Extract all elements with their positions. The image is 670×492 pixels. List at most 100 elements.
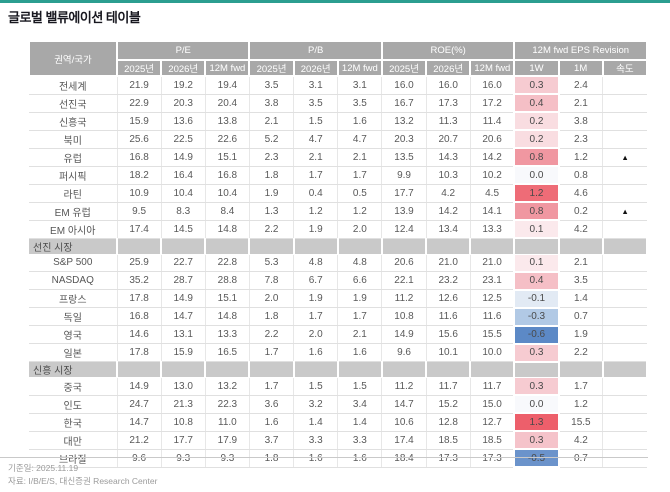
pe-12m-cell: 11.0 [205, 413, 250, 432]
region-cell: S&P 500 [29, 254, 118, 272]
roe-12m-cell: 11.6 [470, 307, 515, 326]
roe-2026-cell: 13.4 [426, 220, 471, 239]
table-row: NASDAQ 35.2 28.7 28.8 7.8 6.7 6.6 22.1 23.2 23.1 0… [29, 271, 647, 291]
roe-2026-cell: 4.2 [426, 184, 471, 203]
pb-2026-cell: 2.0 [293, 325, 339, 344]
pe-2026-cell: 16.4 [161, 166, 206, 185]
eps-1w-cell: 0.4 [513, 94, 560, 113]
roe-2026-cell: 17.3 [426, 94, 471, 113]
section-cell [470, 237, 516, 255]
section-cell [470, 361, 516, 378]
eps-1m-cell: 1.9 [558, 325, 604, 344]
page-title: 글로벌 밸류에이션 테이블 [8, 10, 141, 25]
roe-12m-cell: 23.1 [470, 271, 515, 290]
eps-1w-cell: 0.8 [513, 202, 560, 221]
pe-2026-cell: 14.9 [161, 289, 206, 308]
pe-12m-cell: 13.3 [205, 325, 250, 344]
group-header-pe: P/E [115, 40, 251, 61]
pe-2025-cell: 16.8 [117, 307, 162, 326]
pe-2025-cell: 9.5 [117, 202, 162, 221]
pb-2026-cell: 1.4 [293, 413, 339, 432]
pb-12m-cell: 1.5 [337, 377, 383, 396]
pb-2026-cell: 1.9 [293, 289, 339, 308]
eps-1m-cell: 2.4 [558, 76, 604, 95]
col-header-pb-2026: 2026년 [292, 59, 339, 77]
pe-2026-cell: 13.6 [161, 112, 206, 131]
pe-12m-cell: 14.8 [205, 220, 250, 239]
speed-cell [602, 343, 647, 362]
pe-2026-cell: 17.7 [161, 431, 206, 450]
eps-1w-cell: 0.8 [513, 148, 560, 167]
table-row: 선진국 22.9 20.3 20.4 3.8 3.5 3.5 16.7 17.3 17.2 0.4 2… [29, 94, 647, 113]
roe-2025-cell: 12.4 [381, 220, 427, 239]
eps-1w-cell: 0.1 [513, 254, 560, 273]
eps-1m-cell: 2.1 [558, 94, 604, 113]
pb-2025-cell: 2.2 [249, 220, 295, 239]
region-cell: 브라질 [29, 449, 118, 468]
col-header-1w: 1W [513, 59, 560, 77]
pe-2026-cell: 10.4 [161, 184, 206, 203]
section-cell [205, 237, 251, 255]
valuation-table-wrap: 권역/국가 P/E P/B ROE(%) 12M fwd EPS Revisio… [28, 40, 649, 468]
roe-12m-cell: 4.5 [470, 184, 515, 203]
pe-2025-cell: 24.7 [117, 395, 162, 414]
roe-2025-cell: 10.8 [381, 307, 427, 326]
pe-2025-cell: 18.2 [117, 166, 162, 185]
roe-12m-cell: 11.7 [470, 377, 515, 396]
pb-12m-cell: 3.4 [337, 395, 383, 414]
roe-12m-cell: 14.1 [470, 202, 515, 221]
region-cell: 북미 [29, 130, 118, 149]
pe-12m-cell: 15.1 [205, 148, 250, 167]
section-cell [249, 361, 295, 378]
eps-1w-cell: 0.4 [513, 271, 560, 291]
roe-2025-cell: 13.2 [381, 112, 427, 131]
footer-divider [0, 457, 648, 458]
pe-2025-cell: 9.6 [117, 449, 162, 468]
pe-2025-cell: 15.9 [117, 112, 162, 131]
roe-12m-cell: 18.5 [470, 431, 515, 450]
roe-2025-cell: 10.6 [381, 413, 427, 432]
eps-1m-cell: 0.8 [558, 166, 604, 185]
table-row: 유럽 16.8 14.9 15.1 2.3 2.1 2.1 13.5 14.3 14.2 0.8 1.… [29, 148, 647, 167]
pb-2025-cell: 2.1 [249, 112, 295, 131]
pb-2025-cell: 3.7 [249, 431, 295, 450]
eps-1w-cell: 0.0 [513, 395, 560, 414]
eps-1m-cell: 1.2 [558, 395, 604, 414]
eps-1w-cell: 0.0 [513, 166, 560, 185]
section-cell [381, 361, 428, 378]
pb-2025-cell: 3.8 [249, 94, 295, 113]
pb-2026-cell: 3.5 [293, 94, 339, 113]
pe-2025-cell: 25.6 [117, 130, 162, 149]
region-cell: 신흥국 [29, 112, 118, 131]
col-header-pe-12m: 12M fwd [204, 59, 251, 77]
roe-12m-cell: 13.3 [470, 220, 515, 239]
col-header-roe-12m: 12M fwd [469, 59, 516, 77]
roe-12m-cell: 14.2 [470, 148, 515, 167]
region-cell: 전세계 [29, 76, 118, 95]
table-row: EM 유럽 9.5 8.3 8.4 1.3 1.2 1.2 13.9 14.2 14.1 0.8 0.… [29, 202, 647, 221]
eps-1w-cell: -0.3 [513, 307, 560, 327]
pb-2025-cell: 5.3 [249, 254, 295, 272]
pe-2026-cell: 20.3 [161, 94, 206, 113]
speed-cell [602, 94, 647, 113]
roe-2026-cell: 14.2 [426, 202, 471, 221]
eps-1w-cell: -0.1 [513, 289, 560, 309]
speed-cell [602, 271, 647, 290]
speed-cell [602, 220, 647, 239]
eps-1w-cell: 1.2 [513, 184, 560, 203]
roe-2025-cell: 9.9 [381, 166, 427, 185]
pb-2026-cell: 1.2 [293, 202, 339, 221]
pb-12m-cell: 4.7 [337, 130, 383, 149]
speed-cell [602, 431, 647, 450]
speed-cell [602, 413, 647, 432]
roe-2025-cell: 13.9 [381, 202, 427, 221]
roe-12m-cell: 10.0 [470, 343, 515, 362]
section-row: 선진 시장 [29, 237, 649, 255]
pe-2026-cell: 22.5 [161, 130, 206, 149]
roe-2025-cell: 14.7 [381, 395, 427, 414]
table-row: 인도 24.7 21.3 22.3 3.6 3.2 3.4 14.7 15.2 15.0 0.0 1.… [29, 395, 647, 414]
section-cell [602, 361, 649, 378]
roe-2025-cell: 11.2 [381, 377, 427, 396]
roe-2026-cell: 11.6 [426, 307, 471, 326]
